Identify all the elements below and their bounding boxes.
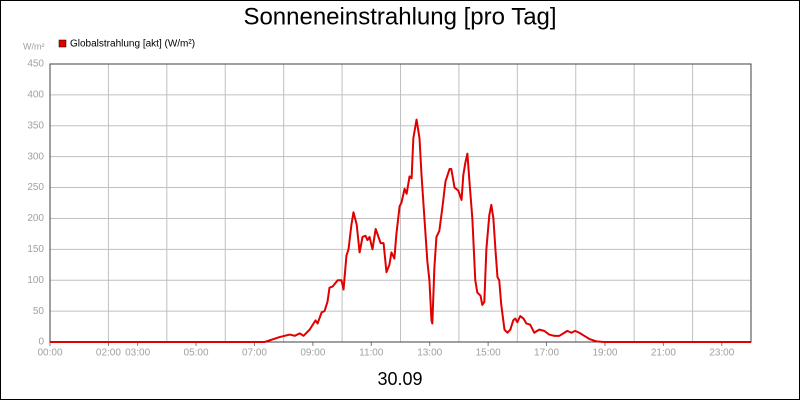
legend-label: Globalstrahlung [akt] (W/m²) (70, 39, 195, 50)
legend-swatch (58, 39, 67, 48)
x-tick-label: 17:00 (534, 348, 559, 359)
y-tick-label: 250 (27, 182, 44, 193)
x-tick-label: 21:00 (651, 348, 676, 359)
y-tick-label: 200 (27, 213, 44, 224)
chart-title: Sonneneinstrahlung [pro Tag] (243, 3, 556, 30)
data-line (50, 118, 751, 343)
x-tick-label: 15:00 (476, 348, 501, 359)
x-tick-label: 19:00 (592, 348, 617, 359)
y-tick-label: 100 (27, 275, 44, 286)
y-tick-label: 50 (33, 306, 45, 317)
x-tick-label: 09:00 (300, 348, 325, 359)
x-tick-label: 07:00 (242, 348, 267, 359)
y-tick-label: 350 (27, 120, 44, 131)
plot-border (49, 63, 752, 343)
y-tick-label: 450 (27, 59, 44, 70)
x-tick-label: 03:00 (125, 348, 150, 359)
y-tick-label: 300 (27, 151, 44, 162)
x-tick-label: 05:00 (184, 348, 209, 359)
x-tick-label: 23:00 (709, 348, 734, 359)
x-tick-label: 11:00 (359, 348, 384, 359)
x-tick-label: 13:00 (417, 348, 442, 359)
y-tick-label: 0 (38, 337, 44, 348)
x-label: 30.09 (377, 369, 422, 389)
y-tick-label: 150 (27, 244, 44, 255)
y-unit: W/m² (23, 41, 45, 51)
x-tick-label: 02:00 (96, 348, 121, 359)
y-tick-label: 400 (27, 90, 44, 101)
x-tick-label: 00:00 (37, 348, 62, 359)
